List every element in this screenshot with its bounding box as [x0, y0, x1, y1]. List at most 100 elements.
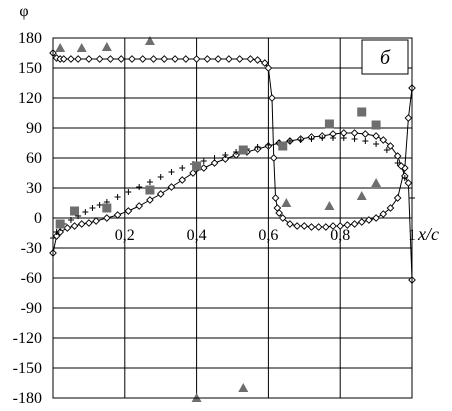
diamond-marker [128, 55, 136, 63]
plus-marker [125, 189, 132, 195]
plus-marker [222, 152, 229, 158]
triangle-marker [281, 198, 292, 207]
plus-marker [265, 142, 272, 148]
diamond-marker [181, 55, 190, 63]
plus-marker [168, 169, 175, 175]
diamond-marker [138, 55, 147, 63]
plot-frame [52, 37, 413, 399]
diamond-marker [275, 209, 284, 217]
diamond-marker [269, 154, 278, 162]
x-tick-label: 0,6 [258, 227, 278, 244]
diamond-marker [199, 164, 208, 172]
x-axis-label: x/c [417, 224, 439, 244]
diamond-marker [357, 218, 366, 226]
plus-marker [286, 138, 293, 144]
series-diamond-line [49, 49, 416, 231]
diamond-marker [67, 55, 75, 63]
diamond-marker [92, 217, 100, 225]
diamond-marker [307, 223, 316, 231]
diamond-marker [300, 222, 309, 230]
y-tick-label: 0 [34, 210, 42, 227]
diamond-marker [74, 55, 82, 63]
plus-marker [340, 135, 347, 141]
square-marker [192, 161, 202, 171]
diamond-marker [85, 55, 93, 63]
panel-label: б [380, 47, 391, 69]
square-marker [70, 206, 80, 216]
diamond-marker [77, 220, 86, 228]
diamond-marker [365, 216, 373, 224]
diamond-marker [268, 94, 276, 102]
square-marker [324, 119, 334, 129]
y-tick-label: -30 [21, 240, 42, 257]
diamond-marker [149, 55, 158, 63]
square-marker [278, 141, 288, 151]
diamond-marker [293, 222, 301, 230]
triangle-marker [356, 191, 367, 200]
triangle-marker [144, 36, 155, 45]
diamond-marker [210, 159, 219, 167]
plus-marker [179, 165, 186, 171]
x-tick-label: 0,8 [330, 227, 350, 244]
diamond-marker [253, 56, 262, 64]
diamond-marker [379, 210, 388, 218]
axis-tick-labels: 180 150 120 90 60 30 0 -30 -60 -90 -120 -150 -180 0,2… [13, 30, 416, 407]
plus-marker [373, 141, 380, 147]
diamond-marker [156, 190, 165, 198]
diamond-marker [235, 55, 244, 63]
plus-marker [362, 138, 369, 144]
y-tick-label: 180 [18, 30, 42, 47]
diamond-marker [146, 196, 154, 204]
diamond-marker [171, 55, 179, 63]
diamond-marker [85, 219, 93, 227]
diamond-marker [379, 136, 388, 144]
plus-marker [200, 158, 207, 164]
diamond-marker [393, 194, 402, 202]
square-marker [145, 185, 155, 195]
y-tick-label: 60 [26, 150, 42, 167]
diamond-marker [103, 214, 111, 222]
y-axis-label: φ [19, 3, 28, 20]
plus-marker [297, 137, 304, 143]
diamond-marker [350, 220, 359, 228]
diamond-marker [52, 232, 61, 240]
series-square [55, 107, 381, 229]
diamond-marker [70, 222, 79, 230]
diamond-marker [221, 155, 230, 163]
diamond-marker [106, 55, 115, 63]
square-marker [238, 145, 248, 155]
plus-marker [233, 149, 240, 155]
diamond-marker [314, 223, 323, 231]
diamond-marker [117, 55, 126, 63]
plus-marker [351, 136, 358, 142]
plus-marker [82, 209, 89, 215]
diamond-marker [350, 129, 359, 137]
diamond-marker [59, 55, 68, 63]
diamond-marker [63, 224, 72, 232]
diamond-marker [278, 214, 287, 222]
diamond-marker [386, 142, 395, 150]
diamond-marker [225, 55, 233, 63]
diamond-marker [271, 194, 280, 202]
x-tick-label: 0,2 [115, 227, 135, 244]
diamond-marker [203, 55, 212, 63]
plus-marker [254, 144, 261, 150]
diamond-marker [124, 207, 133, 215]
panel-label-box [361, 39, 409, 75]
diamond-marker [160, 55, 169, 63]
y-tick-label: 90 [26, 120, 42, 137]
diamond-marker [264, 64, 273, 72]
plus-marker [401, 175, 408, 181]
diamond-marker [397, 162, 406, 170]
diamond-marker [214, 55, 222, 63]
square-marker [357, 107, 367, 117]
y-tick-label: -150 [13, 360, 42, 377]
diamond-marker [95, 55, 104, 63]
triangle-marker [238, 383, 249, 392]
y-tick-label: 120 [18, 90, 42, 107]
x-tick-label: 0,4 [187, 227, 207, 244]
plus-marker [96, 202, 103, 208]
y-tick-label: 150 [18, 60, 42, 77]
triangle-marker [101, 42, 112, 51]
